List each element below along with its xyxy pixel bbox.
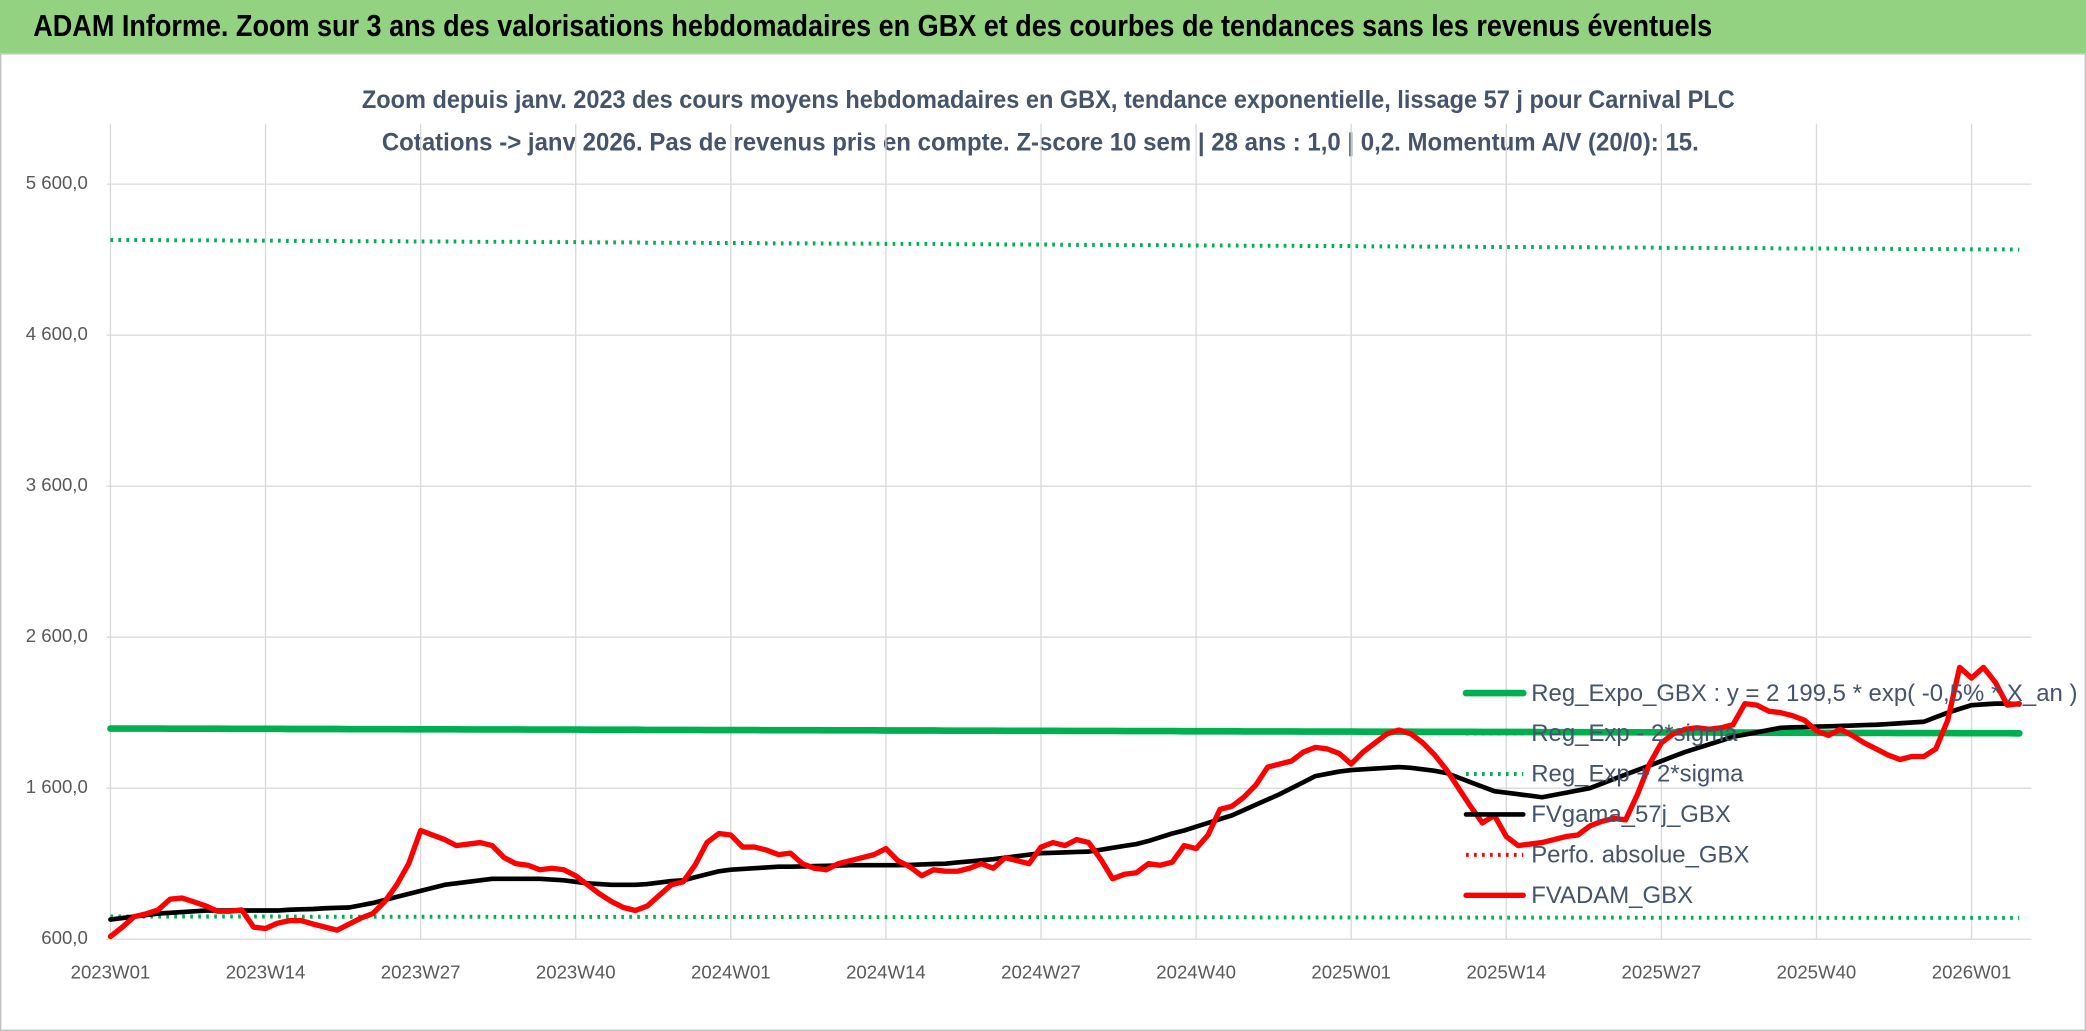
- legend-label: FVADAM_GBX: [1531, 882, 1693, 909]
- series-line: [108, 701, 2022, 922]
- chart-subtitle: Zoom depuis janv. 2023 des cours moyens …: [362, 86, 1735, 114]
- legend-label: Reg_Expo_GBX : y = 2 199,5 * exp( -0,5% …: [1531, 680, 2077, 707]
- legend-label: Perfo. absolue_GBX: [1531, 842, 1749, 869]
- chart-frame: [0, 53, 2086, 1031]
- x-tick-label: 2023W01: [71, 962, 151, 983]
- x-tick-label: 2025W40: [1777, 962, 1857, 983]
- x-tick-label: 2025W27: [1622, 962, 1702, 983]
- x-tick-label: 2025W14: [1466, 962, 1546, 983]
- series-line: [107, 664, 2022, 940]
- y-tick-label: 2 600,0: [26, 625, 88, 646]
- grid: 600,0 1 600,0 2 600,0 3 600,0 4 600,0 5 600,0…: [26, 123, 2032, 983]
- legend: Reg_Expo_GBX : y = 2 199,5 * exp( -0,5% …: [1462, 680, 2077, 909]
- legend-label: FVgama_57j_GBX: [1531, 801, 1731, 828]
- series: [107, 238, 2023, 940]
- series-line: [107, 725, 2023, 737]
- legend-label: Reg_Exp - 2*sigma: [1531, 720, 1738, 747]
- x-tick-label: 2024W40: [1156, 962, 1236, 983]
- x-tick-label: 2026W01: [1932, 962, 2012, 983]
- x-tick-label: 2024W14: [846, 962, 926, 983]
- title-banner: [0, 0, 2086, 54]
- y-tick-label: 4 600,0: [26, 323, 88, 344]
- chart-title: ADAM Informe. Zoom sur 3 ans des valoris…: [33, 9, 1712, 43]
- series-line: [110, 238, 2020, 252]
- y-tick-label: 1 600,0: [26, 776, 88, 797]
- x-tick-label: 2024W01: [691, 962, 771, 983]
- x-tick-label: 2024W27: [1001, 962, 1081, 983]
- legend-label: Reg_Exp + 2*sigma: [1531, 761, 1744, 788]
- x-tick-label: 2025W01: [1311, 962, 1391, 983]
- y-tick-label: 5 600,0: [26, 172, 88, 193]
- series-line: [110, 914, 2020, 920]
- x-tick-label: 2023W40: [536, 962, 616, 983]
- x-tick-label: 2023W27: [381, 962, 461, 983]
- y-tick-label: 600,0: [41, 927, 88, 948]
- y-tick-label: 3 600,0: [26, 474, 88, 495]
- x-tick-label: 2023W14: [226, 962, 306, 983]
